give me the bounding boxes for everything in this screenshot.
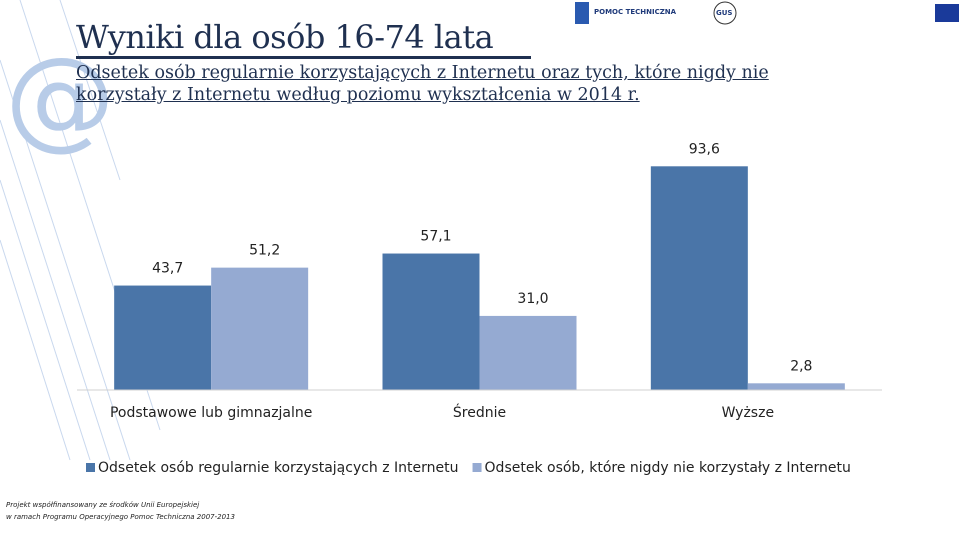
eu-flag xyxy=(935,4,959,22)
value-label: 57,1 xyxy=(420,229,451,245)
legend-label: Odsetek osób, które nigdy nie korzystały… xyxy=(485,460,851,476)
x-tick-label: Wyższe xyxy=(722,405,775,421)
logo-text: GUS xyxy=(716,9,733,17)
gus-logo-mark xyxy=(713,1,737,25)
footer-line: Projekt współfinansowany ze środków Unii… xyxy=(6,501,200,509)
footer-line: w ramach Programu Operacyjnego Pomoc Tec… xyxy=(6,513,235,521)
bar xyxy=(747,383,845,390)
bar xyxy=(114,285,212,390)
value-label: 2,8 xyxy=(790,358,812,374)
value-label: 93,6 xyxy=(689,141,720,157)
legend-marker xyxy=(472,463,482,472)
subtitle: Odsetek osób regularnie korzystających z… xyxy=(76,63,769,105)
x-tick-label: Średnie xyxy=(453,403,506,421)
legend-marker xyxy=(86,463,95,472)
value-label: 31,0 xyxy=(517,291,548,307)
value-label: 51,2 xyxy=(249,243,280,259)
bar xyxy=(479,315,577,390)
bar xyxy=(211,267,309,390)
bar xyxy=(382,253,480,390)
bar xyxy=(650,166,748,390)
pt-logo-mark xyxy=(575,2,589,24)
logo-text: POMOC TECHNICZNA xyxy=(594,8,677,16)
x-tick-label: Podstawowe lub gimnazjalne xyxy=(110,405,312,421)
at-symbol: @ xyxy=(5,33,115,161)
title: Wyniki dla osób 16-74 lata xyxy=(76,18,531,59)
legend-label: Odsetek osób regularnie korzystających z… xyxy=(98,460,459,476)
value-label: 43,7 xyxy=(152,261,183,277)
